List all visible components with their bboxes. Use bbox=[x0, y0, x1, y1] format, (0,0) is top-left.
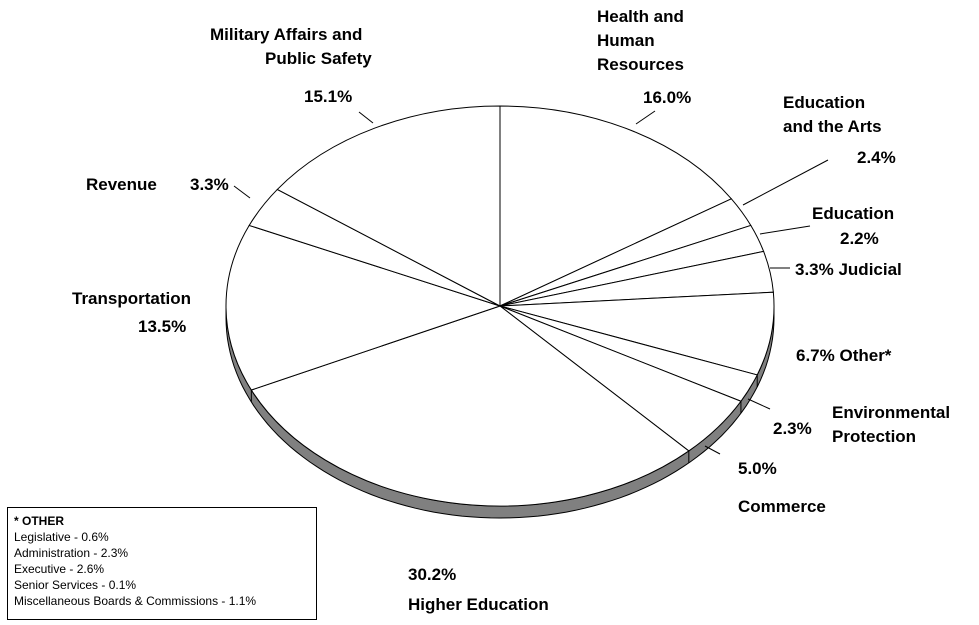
label-military-pct: 15.1% bbox=[304, 87, 352, 106]
other-breakdown-box: * OTHER Legislative - 0.6% Administratio… bbox=[7, 507, 317, 620]
leader-line-edu-arts bbox=[742, 159, 829, 206]
label-higher-ed-name: Higher Education bbox=[408, 595, 549, 614]
leader-line-environmental bbox=[747, 398, 771, 410]
label-military-line1: Military Affairs and bbox=[210, 25, 362, 44]
leader-line-education bbox=[759, 225, 811, 235]
label-revenue-name: Revenue bbox=[86, 175, 157, 194]
label-environmental-pct: 2.3% bbox=[773, 419, 812, 438]
label-higher-ed-pct: 30.2% bbox=[408, 565, 456, 584]
other-breakdown-item: Senior Services - 0.1% bbox=[14, 578, 137, 592]
leader-lines bbox=[233, 110, 829, 455]
label-health-line2: Human bbox=[597, 31, 655, 50]
label-edu-arts-line2: and the Arts bbox=[783, 117, 882, 136]
label-commerce-name: Commerce bbox=[738, 497, 826, 516]
leader-line-commerce bbox=[704, 445, 721, 455]
label-transportation-pct: 13.5% bbox=[138, 317, 186, 336]
pie-slice-higher-education bbox=[250, 305, 690, 507]
leader-line-revenue bbox=[233, 185, 251, 199]
pie-slice-other bbox=[499, 291, 775, 376]
pie-slices bbox=[225, 105, 775, 507]
label-education-line1: Education bbox=[812, 204, 894, 223]
label-edu-arts-line1: Education bbox=[783, 93, 865, 112]
leader-line-military bbox=[358, 111, 374, 124]
label-judicial: 3.3% Judicial bbox=[795, 260, 902, 279]
other-breakdown-item: Executive - 2.6% bbox=[14, 562, 105, 576]
other-breakdown-item: Legislative - 0.6% bbox=[14, 530, 109, 544]
label-commerce-pct: 5.0% bbox=[738, 459, 777, 478]
label-military-line2: Public Safety bbox=[265, 49, 372, 68]
pie-slice-military-affairs-and-public-safety bbox=[276, 105, 501, 307]
leader-line-health bbox=[635, 110, 656, 125]
pie-slice-health-and-human-resources bbox=[499, 105, 733, 307]
pie-slice-transportation bbox=[225, 224, 502, 391]
label-environmental-line1: Environmental bbox=[832, 403, 950, 422]
other-breakdown-item: Miscellaneous Boards & Commissions - 1.1… bbox=[14, 594, 257, 608]
other-breakdown-title: * OTHER bbox=[14, 514, 65, 528]
label-health-line3: Resources bbox=[597, 55, 684, 74]
label-education-pct: 2.2% bbox=[840, 229, 879, 248]
label-health-line1: Health and bbox=[597, 7, 684, 26]
label-health-pct: 16.0% bbox=[643, 88, 691, 107]
other-breakdown-item: Administration - 2.3% bbox=[14, 546, 129, 560]
label-other: 6.7% Other* bbox=[796, 346, 892, 365]
label-environmental-line2: Protection bbox=[832, 427, 916, 446]
label-edu-arts-pct: 2.4% bbox=[857, 148, 896, 167]
label-transportation-name: Transportation bbox=[72, 289, 191, 308]
label-revenue-pct: 3.3% bbox=[190, 175, 229, 194]
